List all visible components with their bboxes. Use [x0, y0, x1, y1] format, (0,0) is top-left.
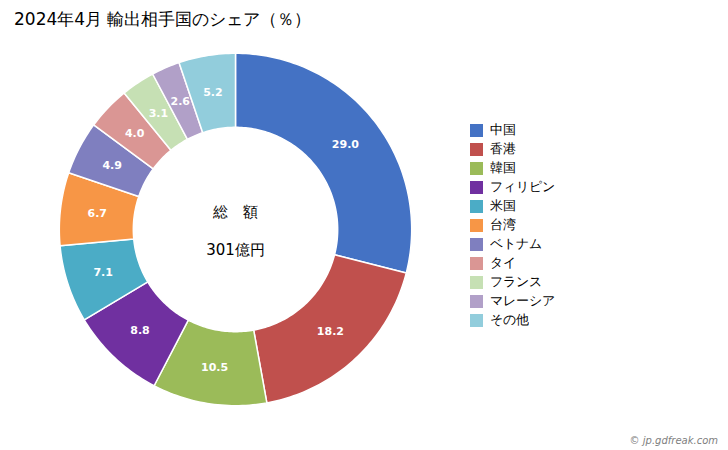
svg-text:29.0: 29.0 — [332, 138, 359, 151]
html-text:ベトナム: ベトナム — [489, 236, 542, 252]
html-text:米国: 米国 — [489, 198, 516, 214]
svg-text:8.8: 8.8 — [130, 324, 150, 337]
html-text:香港: 香港 — [489, 141, 516, 157]
html-text:その他: その他 — [489, 312, 529, 328]
svg-text:5.2: 5.2 — [203, 86, 223, 99]
html-text:フィリピン: フィリピン — [489, 179, 555, 195]
html-text:フランス: フランス — [489, 274, 542, 290]
svg-text:3.1: 3.1 — [149, 107, 169, 120]
svg-text:7.1: 7.1 — [93, 266, 113, 279]
svg-text:6.7: 6.7 — [88, 207, 108, 220]
html-text:© jp.gdfreak.com: © jp.gdfreak.com — [629, 435, 718, 446]
html-text:マレーシア: マレーシア — [489, 293, 555, 309]
html-text:2024年4月 輸出相手国のシェア（％）: 2024年4月 輸出相手国のシェア（％） — [14, 9, 312, 29]
html-text:中国: 中国 — [489, 122, 516, 138]
svg-text:18.2: 18.2 — [317, 325, 344, 338]
svg-text:総 額: 総 額 — [212, 203, 258, 221]
html-text:タイ: タイ — [489, 255, 516, 271]
html-text:台湾: 台湾 — [489, 217, 516, 233]
svg-text:10.5: 10.5 — [201, 361, 228, 374]
svg-text:2.6: 2.6 — [171, 95, 191, 108]
svg-text:4.9: 4.9 — [102, 159, 122, 172]
html-text:韓国: 韓国 — [489, 160, 516, 176]
svg-text:301億円: 301億円 — [206, 241, 265, 259]
svg-text:4.0: 4.0 — [125, 127, 145, 140]
